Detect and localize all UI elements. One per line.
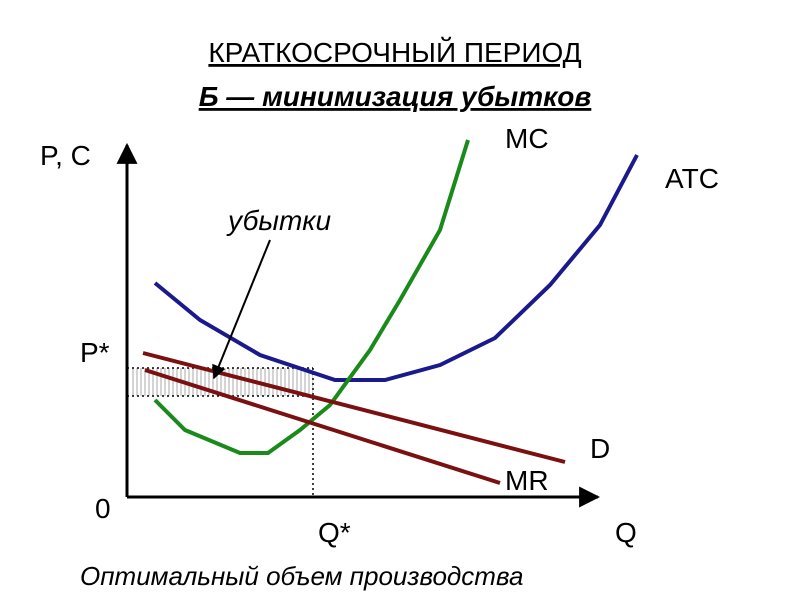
guide-lines — [127, 367, 314, 497]
annotation: убытки — [226, 205, 332, 236]
demand-label: D — [590, 433, 610, 464]
origin-label: 0 — [95, 493, 111, 524]
x-axis-label: Q — [615, 517, 637, 548]
mc-curve — [153, 139, 470, 455]
quantity-label: Q* — [318, 517, 351, 548]
atc-label: ATC — [665, 163, 719, 194]
mr-curve — [144, 368, 501, 485]
annotation-arrow — [212, 239, 271, 380]
price-label: P* — [80, 337, 110, 368]
caption: Оптимальный объем производства — [80, 561, 523, 591]
y-axis-label: P, C — [40, 140, 91, 171]
subtitle: Б — минимизация убытков — [199, 81, 592, 112]
mr-label: MR — [505, 465, 549, 496]
mc-label: MC — [505, 123, 549, 154]
title: КРАТКОСРОЧНЫЙ ПЕРИОД — [208, 37, 581, 68]
